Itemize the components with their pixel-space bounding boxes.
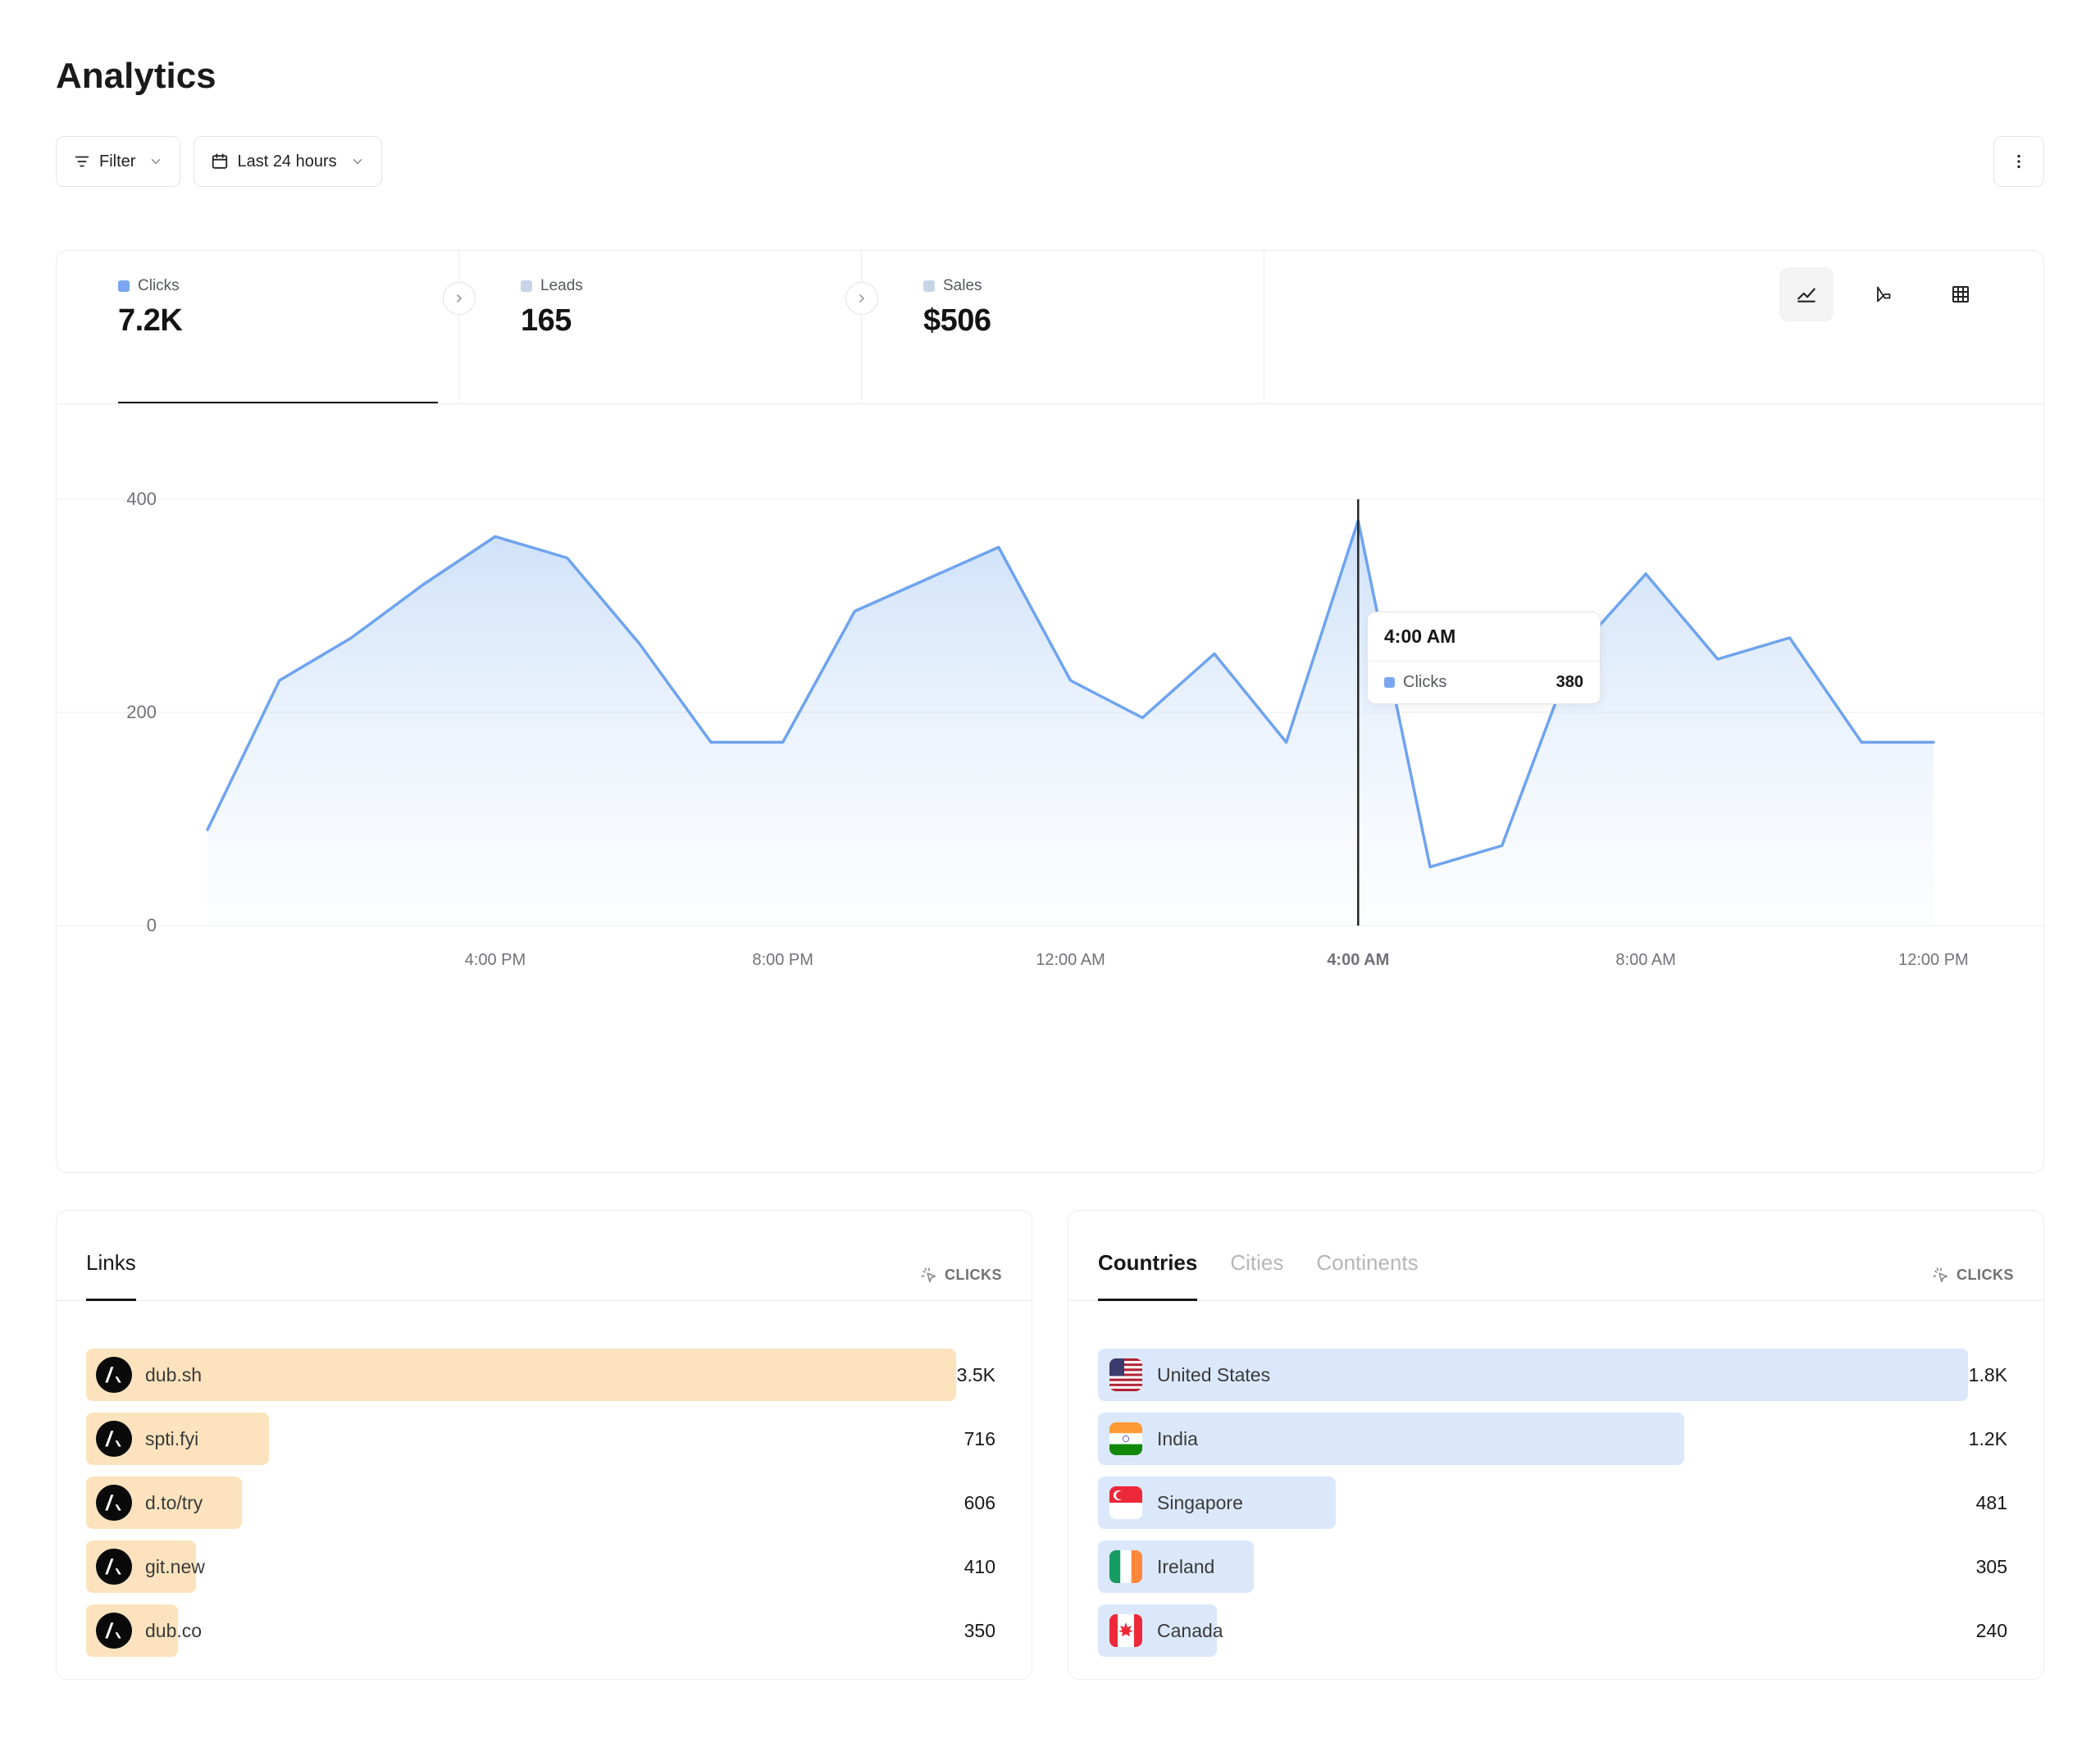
svg-text:4:00 AM: 4:00 AM — [1327, 951, 1389, 969]
svg-text:12:00 PM: 12:00 PM — [1898, 951, 1969, 969]
svg-text:400: 400 — [126, 489, 157, 509]
svg-text:0: 0 — [147, 915, 157, 935]
svg-text:8:00 AM: 8:00 AM — [1615, 951, 1675, 969]
svg-text:200: 200 — [126, 702, 157, 722]
svg-text:8:00 PM: 8:00 PM — [752, 951, 813, 969]
svg-text:12:00 AM: 12:00 AM — [1036, 951, 1105, 969]
svg-text:4:00 PM: 4:00 PM — [465, 951, 526, 969]
